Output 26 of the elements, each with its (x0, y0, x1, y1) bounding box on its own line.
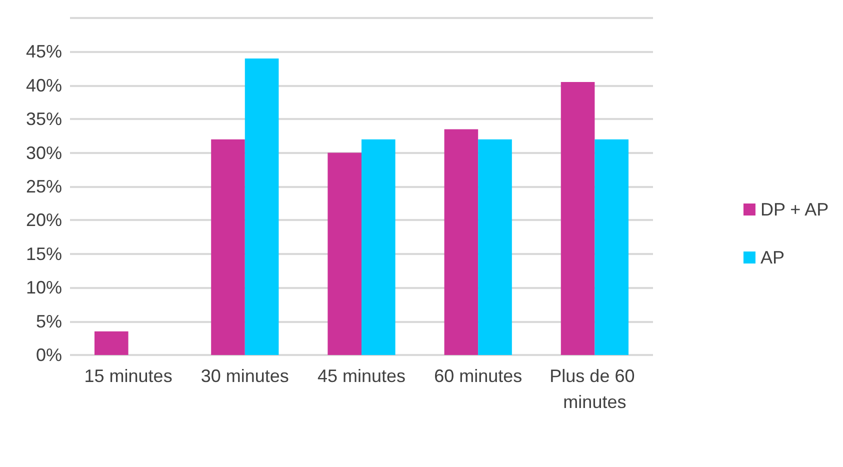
y-tick-label: 10% (26, 278, 62, 298)
y-tick-label: 5% (36, 311, 62, 332)
x-tick-label: 60 minutes (434, 366, 522, 386)
bar (560, 82, 595, 355)
y-tick-label: 0% (36, 345, 62, 365)
bar (444, 129, 478, 355)
bar (594, 139, 629, 355)
y-tick-label: 25% (26, 176, 62, 196)
bar (328, 152, 362, 355)
bar (244, 58, 279, 355)
y-tick-label: 45% (26, 42, 62, 62)
y-tick-label: 20% (26, 210, 62, 230)
legend-label: AP (760, 248, 784, 268)
x-tick-label: 15 minutes (84, 366, 172, 386)
y-tick-label: 40% (26, 75, 62, 96)
legend-label: DP + AP (760, 200, 829, 220)
x-tick-label: 45 minutes (317, 366, 406, 386)
y-tick-label: 15% (26, 244, 62, 264)
x-tick-label: 30 minutes (200, 366, 289, 386)
y-tick-label: 30% (26, 142, 62, 163)
x-tick-label: Plus de 60 minutes (550, 366, 640, 412)
bar (478, 139, 512, 355)
bar (94, 331, 128, 355)
bar (362, 139, 396, 355)
y-tick-label: 35% (26, 109, 62, 130)
bar (211, 139, 245, 355)
